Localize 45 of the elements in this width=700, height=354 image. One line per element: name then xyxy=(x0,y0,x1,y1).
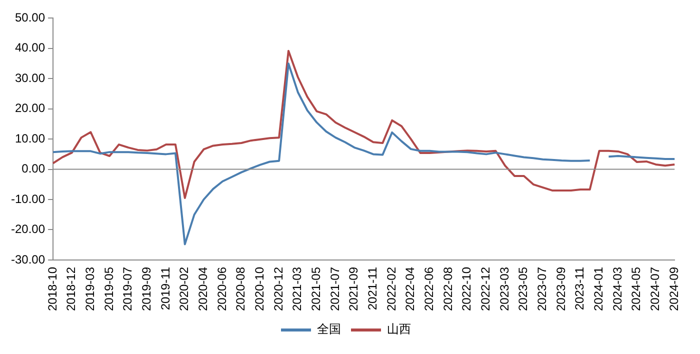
x-tick-label: 2019-07 xyxy=(120,266,135,312)
x-tick-label: 2022-10 xyxy=(460,266,474,312)
x-tick-label: 2018-12 xyxy=(64,266,78,312)
y-tick-label: 40.00 xyxy=(14,40,46,55)
x-tick-label: 2020-12 xyxy=(271,266,286,312)
x-tick-label: 2019-09 xyxy=(140,266,154,312)
legend-label: 全国 xyxy=(317,322,341,336)
x-tick-label: 2021-11 xyxy=(366,266,380,310)
x-tick-label: 2022-08 xyxy=(440,266,455,312)
x-tick-label: 2019-03 xyxy=(83,266,98,312)
x-tick-label: 2021-05 xyxy=(309,266,324,312)
legend-label: 山西 xyxy=(387,322,411,336)
x-tick-label: 2022-06 xyxy=(422,266,436,312)
x-tick-label: 2022-04 xyxy=(403,266,418,312)
y-tick-label: 0.00 xyxy=(22,162,46,176)
x-tick-label: 2021-03 xyxy=(290,266,304,312)
x-tick-label: 2019-11 xyxy=(158,266,172,310)
x-tick-label: 2024-01 xyxy=(592,266,606,312)
y-tick-label: 20.00 xyxy=(14,101,46,116)
y-tick-label: -30.00 xyxy=(10,252,46,266)
y-tick-label: 50.00 xyxy=(14,10,46,25)
x-tick-label: 2020-10 xyxy=(252,266,267,312)
x-tick-label: 2023-07 xyxy=(535,266,550,312)
x-tick-label: 2023-09 xyxy=(554,266,568,312)
x-tick-label: 2022-02 xyxy=(384,266,398,312)
x-tick-label: 2024-07 xyxy=(648,266,662,312)
y-tick-label: -20.00 xyxy=(10,222,46,236)
x-tick-label: 2019-05 xyxy=(102,266,116,312)
x-tick-label: 2020-06 xyxy=(214,266,229,312)
x-tick-label: 2020-08 xyxy=(234,266,248,312)
x-tick-label: 2024-05 xyxy=(629,266,644,312)
x-tick-label: 2020-02 xyxy=(177,266,192,312)
x-tick-label: 2023-11 xyxy=(572,266,587,310)
x-tick-label: 2024-09 xyxy=(666,266,681,312)
x-tick-label: 2023-03 xyxy=(497,266,512,312)
x-tick-label: 2020-04 xyxy=(196,266,210,312)
x-tick-label: 2022-12 xyxy=(478,266,493,312)
y-tick-label: 10.00 xyxy=(14,131,46,146)
x-tick-label: 2021-09 xyxy=(346,266,361,312)
y-tick-label: 30.00 xyxy=(14,70,46,85)
x-tick-label: 2021-07 xyxy=(328,266,342,312)
y-tick-label: -10.00 xyxy=(10,192,46,206)
x-tick-label: 2024-03 xyxy=(610,266,624,312)
x-tick-label: 2023-05 xyxy=(516,266,530,312)
x-tick-label: 2018-10 xyxy=(45,266,60,312)
